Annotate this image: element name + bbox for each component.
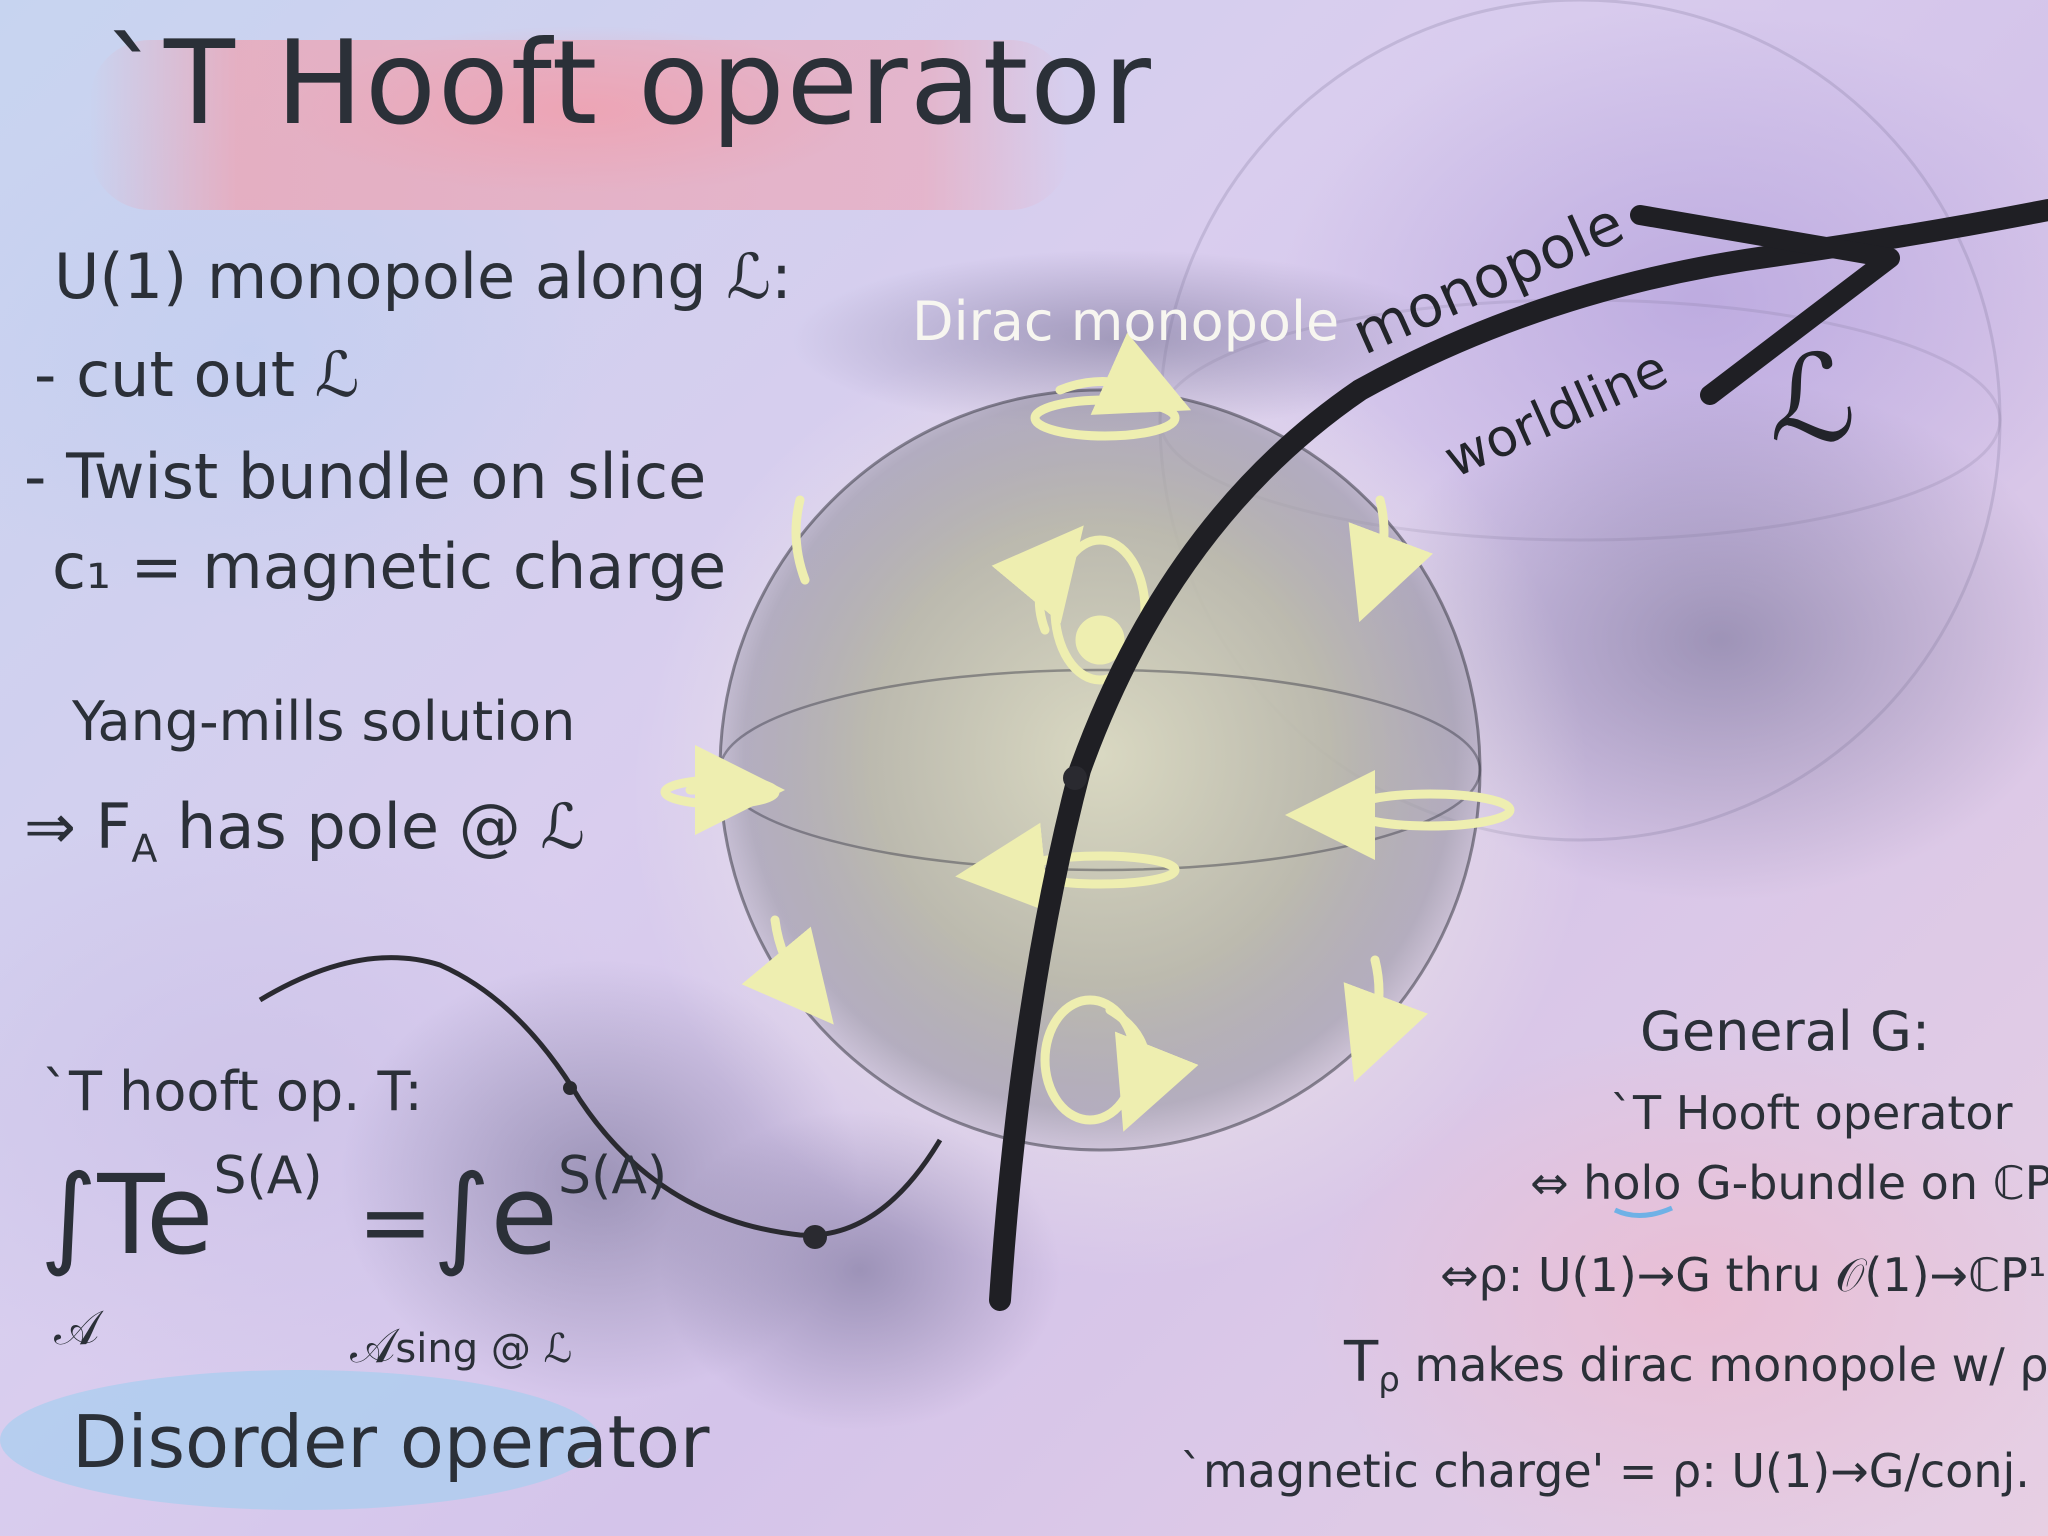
wave-dot xyxy=(803,1225,827,1249)
general-g-heading: General G: xyxy=(1640,1000,1931,1063)
right-line-3: ⇔ρ: U(1)→G thru 𝒪(1)→ℂP¹ xyxy=(1440,1248,2047,1302)
lhs-exp: S(A) xyxy=(213,1146,323,1206)
footer-highlight xyxy=(0,1370,600,1510)
rhs-sub-tail: sing @ ℒ xyxy=(395,1326,573,1372)
holo-underline xyxy=(1613,1205,1674,1218)
yang-mills-heading: Yang-mills solution xyxy=(72,690,576,753)
right-line-4-rest: makes dirac monopole w/ ρ xyxy=(1399,1338,2048,1392)
lhs-integral: ∫ xyxy=(40,1151,98,1279)
title-highlight xyxy=(90,40,1070,210)
right-line-2-rest: G-bundle on ℂP¹ xyxy=(1681,1156,2048,1210)
right-line-2-holo: holo xyxy=(1583,1156,1682,1210)
line-L-label: ℒ xyxy=(1770,330,1857,469)
ym-tail: has pole @ ℒ xyxy=(157,790,586,863)
ym-arrow-f: ⇒ F xyxy=(24,790,132,863)
note-item-2: - Twist bundle on slice xyxy=(24,440,707,513)
monopole-heading: U(1) monopole along ℒ: xyxy=(54,240,792,313)
formula: ∫TeS(A) =∫eS(A) xyxy=(40,1150,667,1270)
disorder-operator-label: Disorder operator xyxy=(72,1400,710,1484)
rhs-integral: ∫ xyxy=(433,1151,491,1279)
yang-mills-result: ⇒ FA has pole @ ℒ xyxy=(24,790,585,870)
rhs-sub: 𝒜sing @ ℒ xyxy=(350,1318,572,1375)
right-line-4-sub: ρ xyxy=(1378,1360,1400,1401)
rhs-body: e xyxy=(490,1151,559,1279)
dirac-monopole-label: Dirac monopole xyxy=(912,290,1340,353)
t-hooft-op-heading: `T hooft op. T: xyxy=(42,1060,423,1123)
note-item-1: - cut out ℒ xyxy=(34,338,360,411)
wave-dot xyxy=(563,1081,577,1095)
lhs-sub: 𝒜 xyxy=(54,1300,100,1356)
right-line-1: `T Hooft operator xyxy=(1610,1086,2013,1140)
lhs-body: Te xyxy=(97,1151,214,1279)
worldline-arrowhead xyxy=(1630,205,1900,405)
rhs-sub-a: 𝒜 xyxy=(350,1318,396,1374)
note-item-3: c₁ = magnetic charge xyxy=(52,530,727,603)
formula-equals: = xyxy=(357,1170,434,1275)
rhs-exp: S(A) xyxy=(558,1146,668,1206)
page-title: `T Hooft operator xyxy=(104,16,1153,151)
right-line-4-T: T xyxy=(1344,1330,1379,1395)
monopole-sphere xyxy=(720,390,1480,1150)
thin-wave-line xyxy=(258,955,943,1238)
wave-dot xyxy=(1063,766,1087,790)
right-line-4: Tρ makes dirac monopole w/ ρ xyxy=(1344,1330,2048,1400)
field-lines xyxy=(660,332,1515,1132)
right-line-2-arrow: ⇔ xyxy=(1530,1156,1584,1210)
right-line-5: `magnetic charge' = ρ: U(1)→G/conj. xyxy=(1180,1444,2030,1498)
ym-sub-a: A xyxy=(131,826,158,871)
right-line-2: ⇔ holo G-bundle on ℂP¹ xyxy=(1530,1156,2048,1210)
